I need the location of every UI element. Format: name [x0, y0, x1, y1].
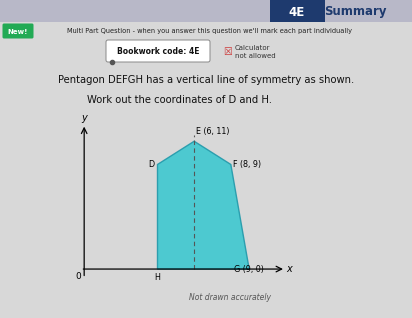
- Text: G (9, 0): G (9, 0): [234, 265, 263, 273]
- Text: Multi Part Question - when you answer this question we'll mark each part individ: Multi Part Question - when you answer th…: [68, 29, 353, 34]
- Polygon shape: [157, 141, 249, 269]
- Text: y: y: [81, 113, 87, 123]
- FancyBboxPatch shape: [106, 40, 210, 62]
- Text: H: H: [154, 273, 160, 282]
- FancyBboxPatch shape: [270, 0, 325, 22]
- Text: 4E: 4E: [289, 5, 305, 18]
- Text: Pentagon DEFGH has a vertical line of symmetry as shown.: Pentagon DEFGH has a vertical line of sy…: [58, 75, 354, 85]
- Text: Work out the coordinates of D and H.: Work out the coordinates of D and H.: [87, 95, 272, 105]
- FancyBboxPatch shape: [0, 0, 412, 22]
- Text: F (8, 9): F (8, 9): [233, 160, 261, 169]
- Text: Bookwork code: 4E: Bookwork code: 4E: [117, 46, 199, 56]
- Text: x: x: [287, 264, 293, 274]
- Text: not allowed: not allowed: [235, 53, 276, 59]
- Text: Calculator: Calculator: [235, 45, 271, 51]
- Text: New!: New!: [8, 29, 28, 34]
- Text: 0: 0: [76, 272, 82, 281]
- Text: E (6, 11): E (6, 11): [196, 127, 229, 136]
- FancyBboxPatch shape: [2, 24, 33, 38]
- Text: Summary: Summary: [324, 5, 386, 18]
- Text: D: D: [149, 160, 155, 169]
- Text: Not drawn accurately: Not drawn accurately: [189, 294, 271, 302]
- Text: ☒: ☒: [224, 47, 232, 57]
